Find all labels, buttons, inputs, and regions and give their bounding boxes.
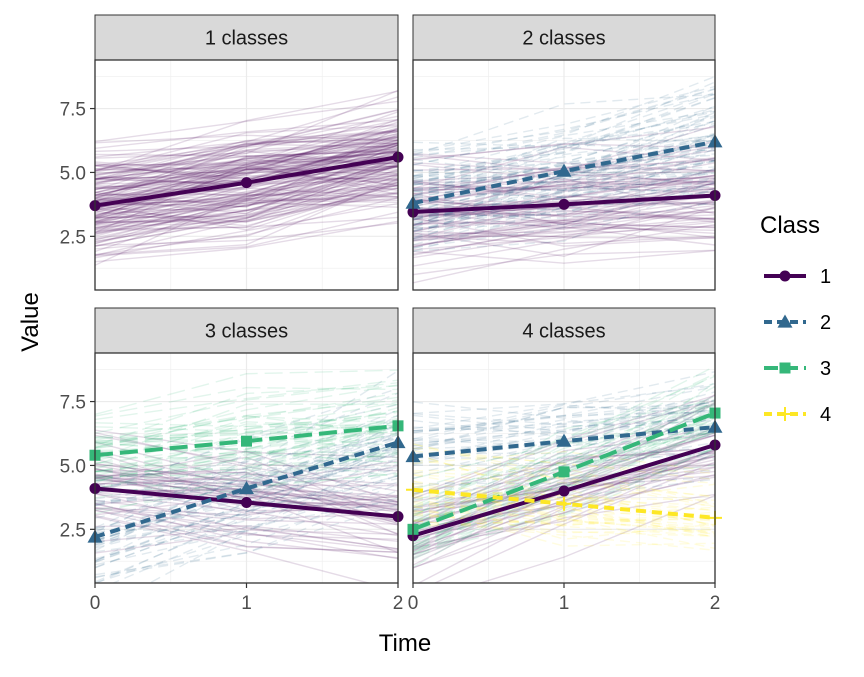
legend-entry-label: 3 <box>820 358 831 380</box>
facet-title: 1 classes <box>205 28 288 50</box>
y-axis-title: Value <box>17 292 44 352</box>
legend-key-marker <box>780 363 791 374</box>
series-point-class-1 <box>559 199 570 210</box>
panel-3: 3 classes 2.5 5.0 7.5 0 1 2 <box>60 308 406 614</box>
panel-2: 2 classes <box>406 15 723 290</box>
x-tick-label: 0 <box>90 593 101 614</box>
x-tick-label: 1 <box>559 593 570 614</box>
x-tick-label: 2 <box>710 593 721 614</box>
y-tick-label: 2.5 <box>60 520 86 541</box>
series-point-class-3 <box>559 466 570 477</box>
legend-entry-label: 2 <box>820 312 831 334</box>
x-axis-title: Time <box>379 630 431 657</box>
legend-key-marker <box>778 407 792 421</box>
y-tick-label: 7.5 <box>60 393 86 414</box>
facet-title: 3 classes <box>205 321 288 343</box>
series-point-class-1 <box>241 177 252 188</box>
legend-entry-label: 1 <box>820 266 831 288</box>
x-tick-label: 1 <box>241 593 252 614</box>
panel-4: 4 classes 0 1 2 <box>406 308 723 614</box>
legend: Class 1 2 3 4 <box>760 212 831 426</box>
y-tick-label: 2.5 <box>60 227 86 248</box>
y-tick-label: 7.5 <box>60 100 86 121</box>
x-tick-label: 0 <box>408 593 419 614</box>
y-tick-label: 5.0 <box>60 456 86 477</box>
legend-entry-label: 4 <box>820 404 831 426</box>
series-point-class-3 <box>241 436 252 447</box>
y-tick-label: 5.0 <box>60 163 86 184</box>
x-tick-label: 2 <box>393 593 404 614</box>
legend-key-marker <box>780 271 791 282</box>
series-point-class-1 <box>559 486 570 497</box>
series-point-class-1 <box>241 497 252 508</box>
legend-title: Class <box>760 212 820 239</box>
facet-title: 4 classes <box>522 321 605 343</box>
facet-title: 2 classes <box>522 28 605 50</box>
panel-1: 1 classes 2.5 5.0 7.5 <box>60 15 404 290</box>
